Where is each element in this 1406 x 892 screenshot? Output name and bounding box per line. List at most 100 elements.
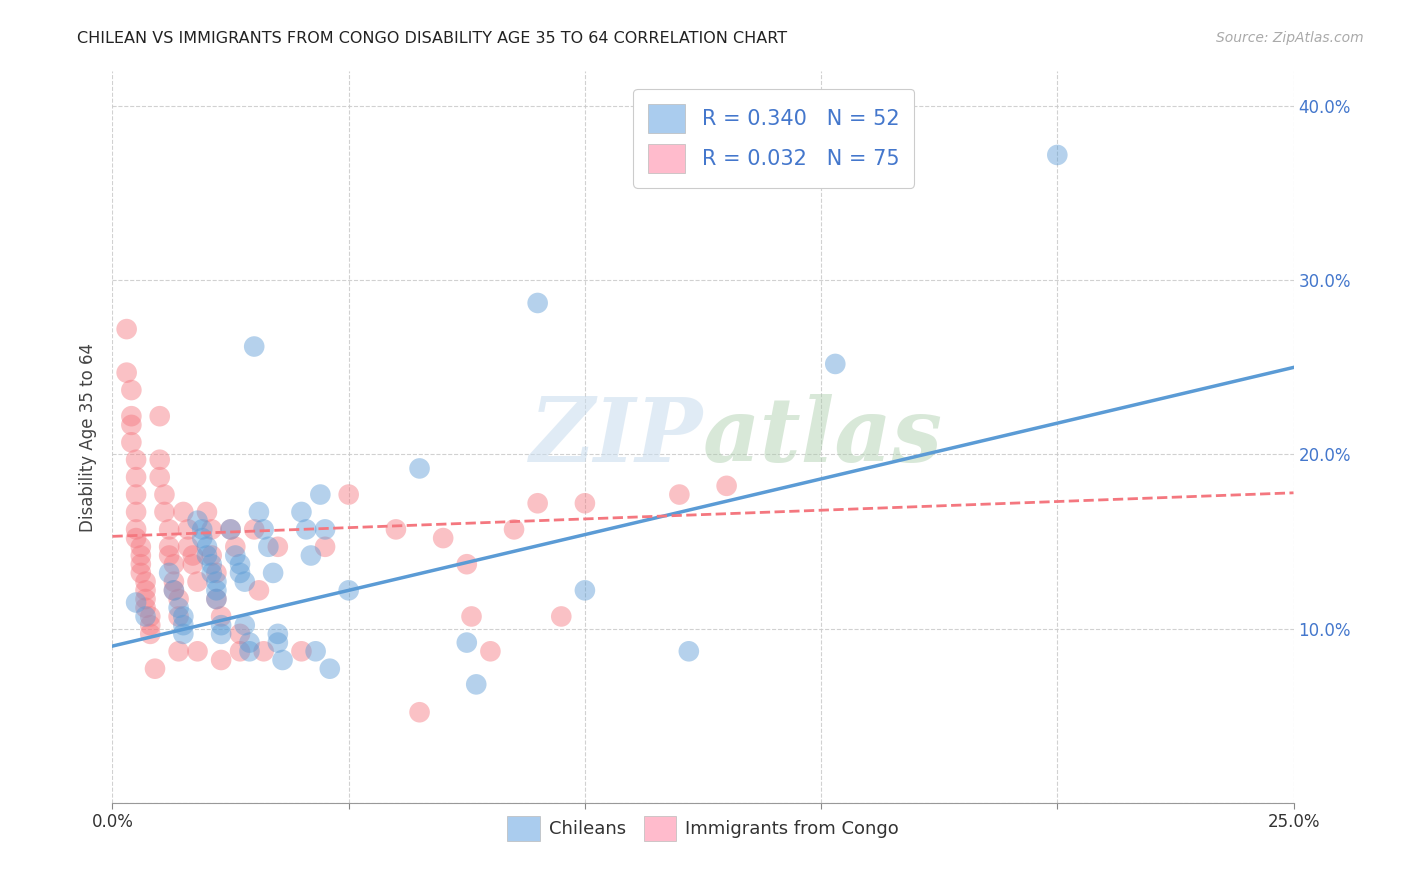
Point: [120, 435, 142, 450]
Point: [824, 357, 846, 371]
Point: [186, 574, 208, 589]
Text: CHILEAN VS IMMIGRANTS FROM CONGO DISABILITY AGE 35 TO 64 CORRELATION CHART: CHILEAN VS IMMIGRANTS FROM CONGO DISABIL…: [77, 31, 787, 46]
Point: [337, 487, 360, 501]
Text: ZIP: ZIP: [530, 394, 703, 480]
Point: [201, 566, 224, 580]
Point: [177, 540, 200, 554]
Point: [157, 549, 180, 563]
Point: [115, 322, 138, 336]
Point: [120, 409, 142, 424]
Point: [135, 592, 157, 607]
Point: [153, 487, 176, 501]
Point: [205, 592, 228, 607]
Point: [139, 618, 162, 632]
Point: [668, 487, 690, 501]
Point: [243, 522, 266, 536]
Point: [186, 514, 208, 528]
Point: [205, 566, 228, 580]
Point: [267, 627, 290, 641]
Point: [172, 627, 194, 641]
Point: [304, 644, 326, 658]
Point: [503, 522, 526, 536]
Point: [299, 549, 322, 563]
Point: [191, 522, 214, 536]
Point: [319, 662, 342, 676]
Point: [1046, 148, 1069, 162]
Point: [125, 452, 148, 467]
Point: [129, 558, 152, 572]
Point: [153, 505, 176, 519]
Point: [195, 540, 218, 554]
Point: [129, 540, 152, 554]
Point: [267, 540, 290, 554]
Point: [209, 609, 232, 624]
Point: [139, 627, 162, 641]
Point: [526, 296, 548, 310]
Point: [432, 531, 454, 545]
Point: [314, 522, 336, 536]
Point: [209, 618, 232, 632]
Point: [550, 609, 572, 624]
Point: [460, 609, 482, 624]
Point: [408, 705, 430, 719]
Point: [139, 609, 162, 624]
Point: [290, 644, 312, 658]
Point: [253, 522, 276, 536]
Point: [465, 677, 488, 691]
Point: [135, 583, 157, 598]
Point: [229, 566, 252, 580]
Point: [229, 627, 252, 641]
Point: [574, 496, 596, 510]
Point: [125, 505, 148, 519]
Point: [229, 558, 252, 572]
Point: [135, 609, 157, 624]
Point: [385, 522, 408, 536]
Point: [716, 479, 738, 493]
Point: [229, 644, 252, 658]
Point: [157, 566, 180, 580]
Point: [408, 461, 430, 475]
Point: [143, 662, 166, 676]
Point: [125, 487, 148, 501]
Point: [456, 558, 478, 572]
Point: [167, 600, 190, 615]
Point: [201, 549, 224, 563]
Text: atlas: atlas: [703, 394, 943, 480]
Point: [163, 574, 186, 589]
Point: [149, 409, 172, 424]
Point: [479, 644, 502, 658]
Point: [224, 549, 246, 563]
Point: [257, 540, 280, 554]
Point: [135, 600, 157, 615]
Point: [205, 583, 228, 598]
Point: [247, 583, 270, 598]
Point: [233, 574, 256, 589]
Point: [290, 505, 312, 519]
Point: [172, 618, 194, 632]
Point: [125, 595, 148, 609]
Point: [191, 531, 214, 545]
Text: Source: ZipAtlas.com: Source: ZipAtlas.com: [1216, 31, 1364, 45]
Point: [295, 522, 318, 536]
Point: [181, 558, 204, 572]
Point: [181, 549, 204, 563]
Point: [309, 487, 332, 501]
Point: [314, 540, 336, 554]
Point: [129, 549, 152, 563]
Point: [157, 540, 180, 554]
Point: [456, 635, 478, 649]
Point: [262, 566, 284, 580]
Point: [337, 583, 360, 598]
Point: [219, 522, 242, 536]
Point: [238, 635, 260, 649]
Point: [120, 417, 142, 432]
Point: [163, 558, 186, 572]
Point: [167, 644, 190, 658]
Point: [172, 609, 194, 624]
Point: [209, 653, 232, 667]
Point: [186, 644, 208, 658]
Point: [115, 366, 138, 380]
Point: [167, 609, 190, 624]
Point: [125, 470, 148, 484]
Point: [129, 566, 152, 580]
